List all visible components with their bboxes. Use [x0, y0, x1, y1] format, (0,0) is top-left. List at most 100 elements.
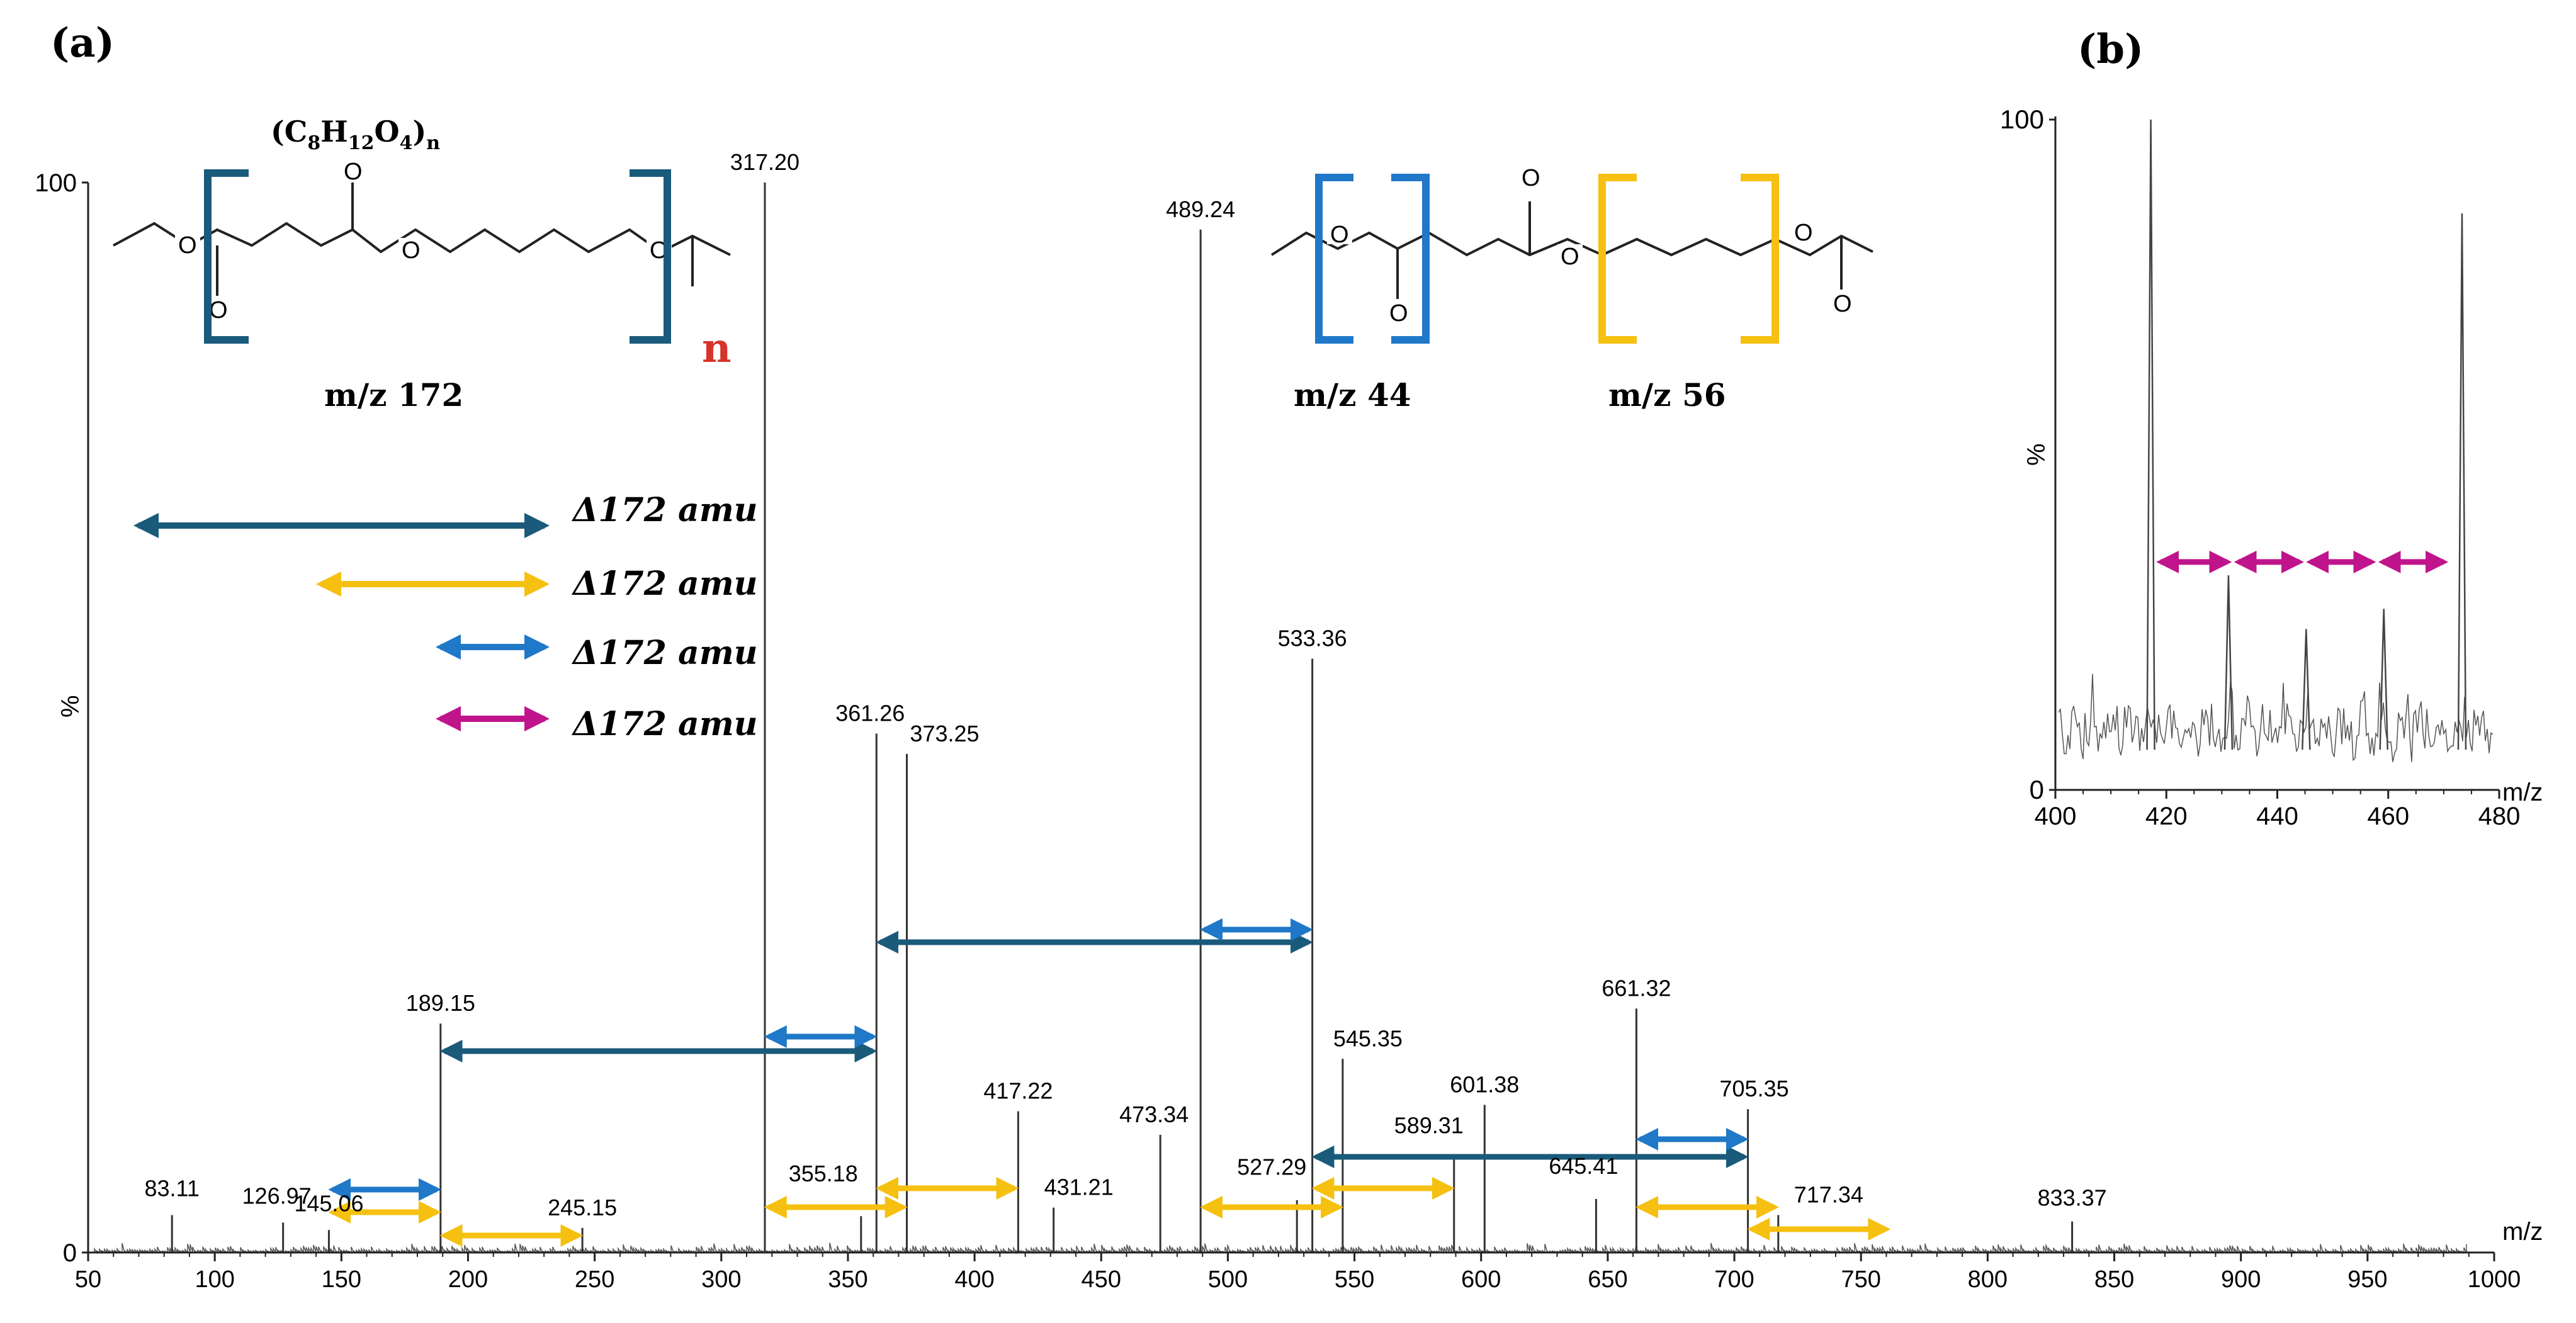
- x-tick-label: 150: [322, 1266, 361, 1293]
- peak-label: 601.38: [1450, 1071, 1519, 1097]
- peak-label: 417.22: [983, 1078, 1053, 1104]
- peak-label: 489.24: [1166, 196, 1235, 222]
- oxygen-label: O: [1522, 165, 1540, 191]
- main-ylabel: %: [57, 695, 84, 718]
- structure-left: (C8H12O4)n O O O O O n m/z 172: [113, 115, 732, 414]
- molecule-left-chain: [113, 222, 731, 256]
- inset-y-tick-label: 100: [2000, 104, 2044, 134]
- structure-right: O O O O O O m/z 44 m/z 56: [1270, 165, 1873, 414]
- inset-xlabel: m/z: [2502, 779, 2543, 806]
- oxygen-label: O: [209, 297, 228, 324]
- legend: Δ172 amu Δ172 amu Δ172 amu Δ172 amu: [133, 491, 758, 743]
- y-tick-label: 0: [63, 1239, 77, 1267]
- inset-x-tick-label: 480: [2478, 802, 2521, 830]
- n-subscript: n: [702, 325, 732, 372]
- x-tick-label: 250: [575, 1266, 614, 1293]
- x-tick-label: 1000: [2468, 1266, 2521, 1293]
- oxygen-label: O: [1389, 300, 1408, 327]
- peak-label: 189.15: [406, 990, 475, 1016]
- x-tick-label: 900: [2221, 1266, 2261, 1293]
- x-tick-label: 500: [1208, 1266, 1248, 1293]
- mz-56-label: m/z 56: [1608, 376, 1726, 414]
- peak-label: 661.32: [1602, 975, 1671, 1001]
- peak-label: 373.25: [910, 721, 979, 746]
- bracket-56-open: [1598, 174, 1637, 344]
- inset-x-tick-label: 400: [2035, 802, 2077, 830]
- peak-label: 533.36: [1278, 626, 1347, 651]
- x-tick-label: 350: [828, 1266, 867, 1293]
- inset-axes: [2054, 116, 2499, 791]
- inset-spectrum-baseline: [2058, 673, 2494, 762]
- peak-label: 355.18: [789, 1161, 858, 1186]
- x-tick-label: 700: [1714, 1266, 1754, 1293]
- panel-a-letter: (a): [50, 20, 115, 67]
- inset-x-tick-label: 420: [2145, 802, 2188, 830]
- inset-peak: [2146, 119, 2155, 750]
- inset-peak: [2223, 575, 2234, 750]
- oxygen-label: O: [344, 159, 363, 185]
- x-tick-label: 550: [1335, 1266, 1374, 1293]
- main-x-ticks: 50 100 150 200 250 300 350 400 450 500 550 600 650 70…: [75, 1253, 2521, 1293]
- inset-baseline-noise: [2058, 673, 2494, 762]
- peak-label: 473.34: [1119, 1101, 1189, 1127]
- inset-y-tick-label: 0: [2030, 775, 2044, 804]
- inset-peak: [2302, 629, 2311, 750]
- legend-label: Δ172 amu: [571, 491, 758, 529]
- inset-x-tick-label: 460: [2367, 802, 2409, 830]
- peak-label: 245.15: [548, 1195, 617, 1220]
- x-tick-label: 100: [195, 1266, 234, 1293]
- inset-y-ticks: 0 100: [2000, 104, 2055, 804]
- inset-x-ticks: 400 420 440 460 480: [2035, 790, 2521, 830]
- mz-172-label: m/z 172: [324, 376, 463, 414]
- oxygen-label: O: [1561, 244, 1579, 270]
- peak-label: 645.41: [1549, 1153, 1618, 1179]
- x-tick-label: 750: [1841, 1266, 1881, 1293]
- y-tick-label: 100: [35, 169, 77, 197]
- peak-label: 833.37: [2038, 1185, 2107, 1211]
- legend-label: Δ172 amu: [571, 705, 758, 743]
- peak-label: 317.20: [730, 149, 799, 175]
- x-tick-label: 50: [75, 1266, 101, 1293]
- oxygen-label: O: [1794, 220, 1813, 246]
- oxygen-label: O: [402, 237, 421, 264]
- peak-label: 589.31: [1394, 1112, 1464, 1138]
- main-axes: [87, 183, 2494, 1254]
- x-tick-label: 650: [1588, 1266, 1627, 1293]
- oxygen-label: O: [1833, 291, 1852, 317]
- mz-44-label: m/z 44: [1294, 376, 1411, 414]
- peak-label: 527.29: [1237, 1154, 1306, 1180]
- main-y-ticks: 0 100: [35, 169, 88, 1267]
- bracket-left-open: [204, 169, 249, 344]
- peak-label: 83.11: [144, 1176, 199, 1202]
- main-annotation-arrows: [328, 918, 1891, 1247]
- x-tick-label: 450: [1082, 1266, 1121, 1293]
- x-tick-label: 400: [954, 1266, 994, 1293]
- baseline-noise: [94, 1242, 2467, 1254]
- bracket-44-open: [1315, 174, 1353, 344]
- x-tick-label: 800: [1968, 1266, 2008, 1293]
- inset-ylabel: %: [2023, 443, 2050, 466]
- oxygen-label: O: [178, 232, 197, 259]
- x-tick-label: 950: [2347, 1266, 2387, 1293]
- inset-x-tick-label: 440: [2256, 802, 2298, 830]
- x-tick-label: 600: [1461, 1266, 1501, 1293]
- bracket-44-close: [1391, 174, 1430, 344]
- legend-label: Δ172 amu: [571, 634, 758, 672]
- bracket-56-close: [1741, 174, 1779, 344]
- peak-label: 431.21: [1044, 1174, 1114, 1200]
- inset-peak: [2379, 609, 2388, 750]
- oxygen-label: O: [1330, 222, 1349, 248]
- panel-b-letter: (b): [2077, 26, 2144, 73]
- bracket-left-close: [630, 169, 671, 344]
- peak-label: 126.97: [242, 1183, 312, 1208]
- inset-spectrum-peaks: [2146, 119, 2467, 750]
- x-tick-label: 200: [448, 1266, 488, 1293]
- peak-label: 361.26: [835, 701, 905, 726]
- main-spectrum-baseline: [94, 1242, 2467, 1254]
- main-xlabel: m/z: [2502, 1218, 2543, 1246]
- legend-label: Δ172 amu: [571, 565, 758, 603]
- peak-label: 145.06: [294, 1190, 363, 1216]
- peak-label: 705.35: [1720, 1076, 1789, 1101]
